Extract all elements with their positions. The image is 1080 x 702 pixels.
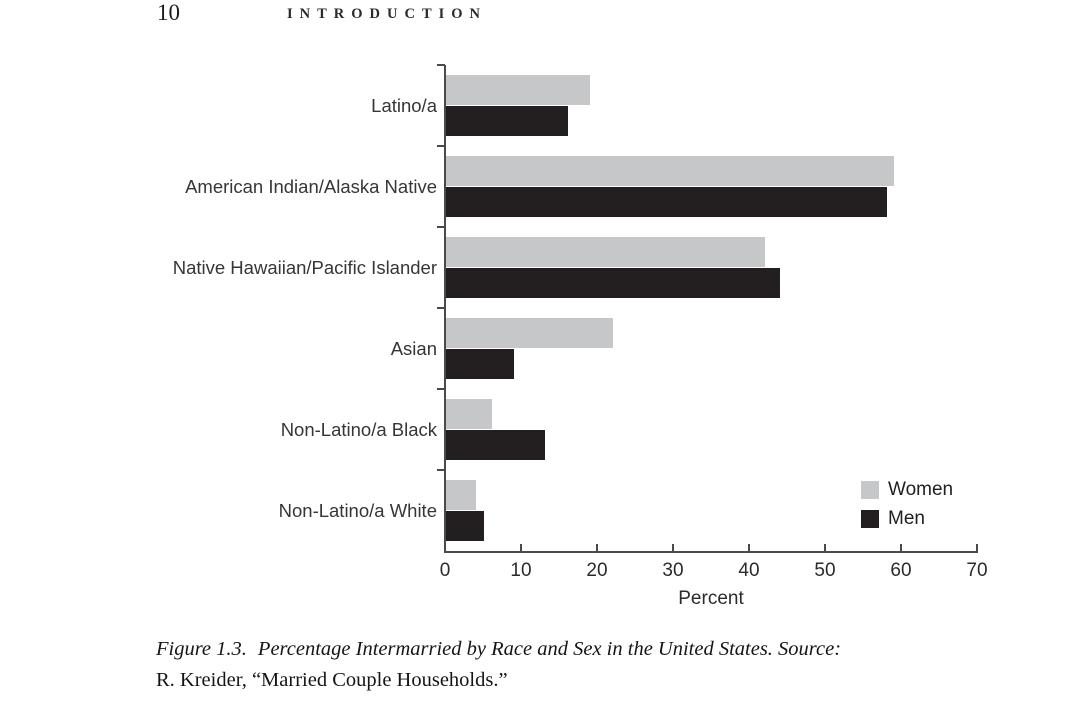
category-label: Latino/a bbox=[371, 94, 437, 116]
chart-legend: Women Men bbox=[861, 480, 953, 528]
running-head: INTRODUCTION bbox=[287, 6, 488, 22]
x-tick-label: 50 bbox=[814, 560, 836, 581]
category-label: American Indian/Alaska Native bbox=[185, 175, 437, 197]
legend-label-women: Women bbox=[888, 479, 954, 500]
women-bar bbox=[446, 75, 591, 105]
x-axis-tick bbox=[748, 544, 750, 551]
women-bar bbox=[446, 399, 492, 429]
category-axis-tick bbox=[437, 388, 445, 390]
category-label: Non-Latino/a White bbox=[278, 499, 437, 521]
men-bar bbox=[446, 268, 781, 298]
category-label: Asian bbox=[390, 337, 437, 359]
men-bar bbox=[446, 430, 545, 460]
legend-label-men: Men bbox=[888, 508, 925, 529]
x-axis-tick bbox=[976, 544, 978, 551]
legend-row-women: Women bbox=[861, 480, 953, 499]
x-axis-line bbox=[444, 551, 978, 553]
women-bar bbox=[446, 156, 895, 186]
men-bar bbox=[446, 349, 515, 379]
legend-swatch-women-icon bbox=[861, 480, 879, 499]
x-tick-label: 40 bbox=[738, 560, 760, 581]
figure-caption: Figure 1.3. Percentage Intermarried by Ra… bbox=[156, 634, 1036, 696]
x-tick-label: 30 bbox=[662, 560, 684, 581]
category-axis-tick bbox=[437, 145, 445, 147]
x-tick-label: 10 bbox=[510, 560, 532, 581]
category-axis-tick bbox=[437, 226, 445, 228]
page-number: 10 bbox=[157, 0, 180, 25]
x-tick-label: 0 bbox=[439, 560, 451, 581]
men-bar bbox=[446, 187, 887, 217]
category-axis-tick bbox=[437, 64, 445, 66]
men-bar bbox=[446, 511, 484, 541]
category-label: Non-Latino/a Black bbox=[280, 418, 437, 440]
women-bar bbox=[446, 237, 766, 267]
x-axis-title: Percent bbox=[678, 588, 744, 609]
figure-label: Figure 1.3. bbox=[156, 638, 247, 660]
women-bar bbox=[446, 318, 614, 348]
caption-line-2: R. Kreider, “Married Couple Households.” bbox=[156, 669, 508, 691]
category-axis-tick bbox=[437, 469, 445, 471]
x-axis-tick bbox=[596, 544, 598, 551]
women-bar bbox=[446, 480, 477, 510]
category-axis-tick bbox=[437, 307, 445, 309]
figure-title: Percentage Intermarried by Race and Sex … bbox=[257, 638, 842, 660]
x-axis-tick bbox=[444, 544, 446, 551]
x-axis-tick bbox=[672, 544, 674, 551]
legend-swatch-men-icon bbox=[861, 509, 879, 528]
caption-line-1: Figure 1.3. Percentage Intermarried by Ra… bbox=[156, 634, 1036, 665]
legend-row-men: Men bbox=[861, 509, 953, 528]
x-axis-tick bbox=[900, 544, 902, 551]
x-axis-tick bbox=[824, 544, 826, 551]
x-tick-label: 60 bbox=[890, 560, 912, 581]
x-axis-tick bbox=[520, 544, 522, 551]
men-bar bbox=[446, 106, 568, 136]
category-label: Native Hawaiian/Pacific Islander bbox=[172, 256, 437, 278]
x-tick-label: 70 bbox=[966, 560, 988, 581]
y-axis-line bbox=[444, 65, 446, 553]
x-tick-label: 20 bbox=[586, 560, 608, 581]
